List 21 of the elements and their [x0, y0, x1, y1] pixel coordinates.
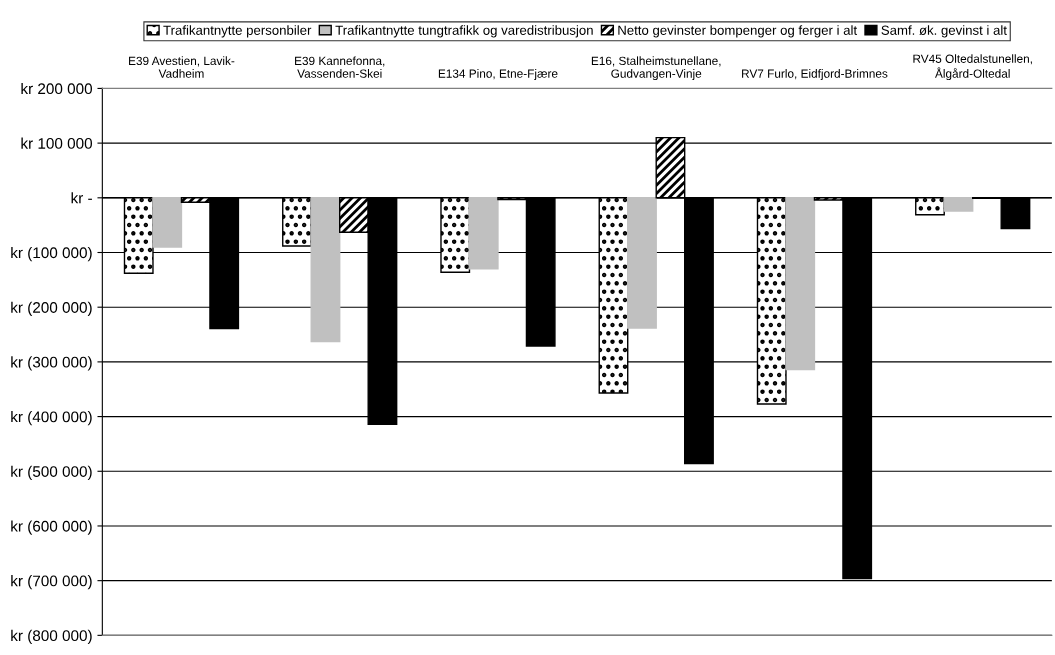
y-tick-label: kr 200 000 [21, 82, 93, 95]
x-tick-label: E39 Kannefonna, Vassenden-Skei [295, 56, 385, 78]
y-tick-label: kr 100 000 [21, 137, 93, 149]
x-tick-label: E39 Avestien, Lavik- Vadheim [129, 56, 235, 78]
y-tick-label: kr (100 000) [11, 246, 92, 262]
x-tick-label: RV7 Furlo, Eidfjord-Brimnes [742, 69, 888, 81]
y-tick-label: kr - [71, 192, 92, 204]
legend-label: Samf. øk. gevinst i alt [881, 25, 1007, 38]
y-tick-label: kr (500 000) [11, 465, 92, 480]
x-tick-label: E16, Stalheimstunellane, Gudvangen-Vinje [591, 56, 721, 81]
legend-label: Netto gevinster bompenger og ferger i alt [618, 25, 858, 38]
y-tick-label: kr (200 000) [11, 301, 92, 316]
y-tick-label: kr (600 000) [11, 520, 92, 535]
legend-label: Trafikantnytte personbiler [163, 25, 312, 38]
legend-label: Trafikantnytte tungtrafikk og varedistribusjon [335, 25, 593, 38]
x-tick-label: RV45 Oltedalstunellen, Ålgård-Oltedal [913, 54, 1032, 81]
y-tick-label: kr (700 000) [11, 575, 92, 590]
y-tick-label: kr (800 000) [11, 629, 92, 645]
x-tick-label: E134 Pino, Etne-Fjære [438, 69, 558, 81]
y-tick-label: kr (300 000) [11, 356, 92, 371]
y-tick-label: kr (400 000) [11, 411, 92, 426]
